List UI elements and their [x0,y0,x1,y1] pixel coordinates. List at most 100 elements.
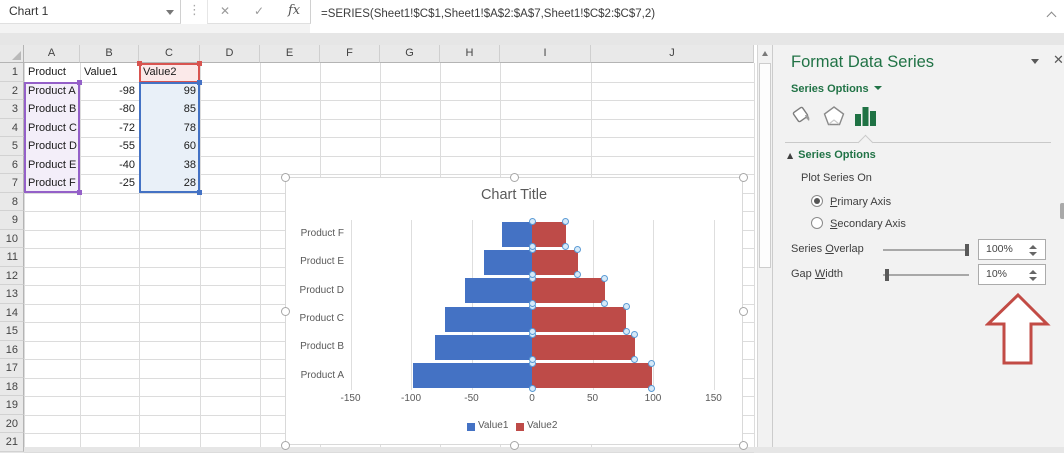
formula-input[interactable]: =SERIES(Sheet1!$C$1,Sheet1!$A$2:$A$7,She… [321,8,656,20]
series-options-icon[interactable] [853,103,879,129]
chart-frame-handle[interactable] [739,441,748,450]
bar-value2-product-e[interactable] [532,249,578,275]
row-header-5[interactable]: 5 [0,137,24,156]
radio-selected-icon[interactable] [811,195,823,207]
formula-bar-collapse-icon[interactable] [1046,11,1057,22]
radio-unselected-icon[interactable] [811,217,823,229]
name-box[interactable]: Chart 1 [0,0,181,24]
row-header-21[interactable]: 21 [0,433,24,452]
series-options-section-header[interactable]: ▲ Series Options [787,149,876,161]
series-selection-handle[interactable] [631,356,639,364]
row-header-1[interactable]: 1 [0,63,24,82]
cell-C2[interactable]: 99 [183,84,196,97]
column-header-I[interactable]: I [500,45,591,63]
series-selection-handle[interactable] [528,299,536,307]
row-header-8[interactable]: 8 [0,192,24,211]
cell-B7[interactable]: -25 [119,177,135,189]
scrollbar-thumb[interactable] [759,63,771,268]
pane-close-icon[interactable]: ✕ [1053,53,1064,68]
cell-C4[interactable]: 78 [183,121,196,134]
bar-value1-product-e[interactable] [483,249,532,275]
legend-label-value1[interactable]: Value1 [478,420,509,431]
row-header-16[interactable]: 16 [0,340,24,359]
chart-frame-handle[interactable] [510,441,519,450]
pane-options-icon[interactable] [1031,59,1039,64]
bar-value1-product-c[interactable] [444,306,532,332]
row-header-13[interactable]: 13 [0,285,24,304]
bar-value2-product-f[interactable] [532,221,566,247]
column-header-F[interactable]: F [320,45,380,63]
cell-A5[interactable]: Product D [28,140,77,152]
series-overlap-slider[interactable] [883,244,969,256]
series-overlap-input[interactable]: 100% [978,239,1046,260]
bar-value2-product-b[interactable] [532,334,635,360]
bar-value1-product-f[interactable] [501,221,532,247]
series-selection-handle[interactable] [648,384,656,392]
chart-frame-handle[interactable] [281,307,290,316]
cell-B4[interactable]: -72 [119,121,135,134]
bar-value1-product-b[interactable] [435,334,532,360]
row-header-4[interactable]: 4 [0,118,24,137]
column-header-A[interactable]: A [24,45,80,63]
pane-section-dropdown[interactable]: Series Options [791,83,882,95]
chart-object[interactable]: Chart Title -150 -100 -50 0 50 100 150 Product … [281,173,748,450]
series-selection-handle[interactable] [648,359,656,367]
series-selection-handle[interactable] [562,243,570,251]
row-header-19[interactable]: 19 [0,396,24,415]
cell-A1[interactable]: Product [28,66,66,78]
series-selection-handle[interactable] [622,303,630,311]
cell-C3[interactable]: 85 [183,103,196,115]
cell-C1[interactable]: Value2 [143,66,177,78]
cell-B3[interactable]: -80 [119,103,135,115]
series-selection-handle[interactable] [528,356,536,364]
series-selection-handle[interactable] [528,243,536,251]
scroll-up-icon[interactable] [758,45,772,62]
row-header-15[interactable]: 15 [0,322,24,341]
chart-frame-handle[interactable] [281,173,290,182]
row-header-20[interactable]: 20 [0,414,24,433]
gap-width-slider[interactable] [883,269,969,281]
column-header-G[interactable]: G [380,45,440,63]
cell-A7[interactable]: Product F [28,177,76,189]
bar-value1-product-d[interactable] [465,278,532,304]
series-selection-handle[interactable] [574,246,582,254]
select-all-button[interactable] [0,45,24,63]
row-header-11[interactable]: 11 [0,248,24,267]
column-header-J[interactable]: J [591,45,754,63]
chart-frame-handle[interactable] [739,307,748,316]
chart-title[interactable]: Chart Title [480,187,548,203]
legend-swatch-value2[interactable] [516,423,524,431]
series-selection-handle[interactable] [528,271,536,279]
name-box-dropdown-icon[interactable] [166,10,174,15]
pane-scrollbar-thumb[interactable] [1060,203,1064,219]
spin-down-icon[interactable] [1029,277,1037,281]
row-header-14[interactable]: 14 [0,303,24,322]
cell-C6[interactable]: 38 [183,158,196,171]
chart-frame-handle[interactable] [281,441,290,450]
legend-label-value2[interactable]: Value2 [527,420,558,431]
column-header-C[interactable]: C [139,45,200,63]
cell-A6[interactable]: Product E [28,158,77,171]
row-header-2[interactable]: 2 [0,81,24,100]
bar-value2-product-a[interactable] [532,363,652,389]
fill-line-icon[interactable] [789,103,815,129]
row-header-6[interactable]: 6 [0,155,24,174]
column-header-D[interactable]: D [200,45,260,63]
series-selection-handle[interactable] [528,384,536,392]
cell-B2[interactable]: -98 [119,84,135,97]
series-selection-handle[interactable] [601,299,609,307]
row-header-12[interactable]: 12 [0,266,24,285]
effects-icon[interactable] [821,103,847,129]
series-selection-handle[interactable] [562,218,570,226]
cell-A2[interactable]: Product A [28,84,76,97]
bar-value2-product-d[interactable] [532,278,605,304]
spin-up-icon[interactable] [1029,270,1037,274]
bar-value2-product-c[interactable] [532,306,627,332]
slider-handle[interactable] [965,244,969,256]
column-header-H[interactable]: H [440,45,500,63]
series-selection-handle[interactable] [528,218,536,226]
row-header-7[interactable]: 7 [0,174,24,193]
row-header-3[interactable]: 3 [0,100,24,119]
row-header-9[interactable]: 9 [0,211,24,230]
column-header-E[interactable]: E [260,45,320,63]
